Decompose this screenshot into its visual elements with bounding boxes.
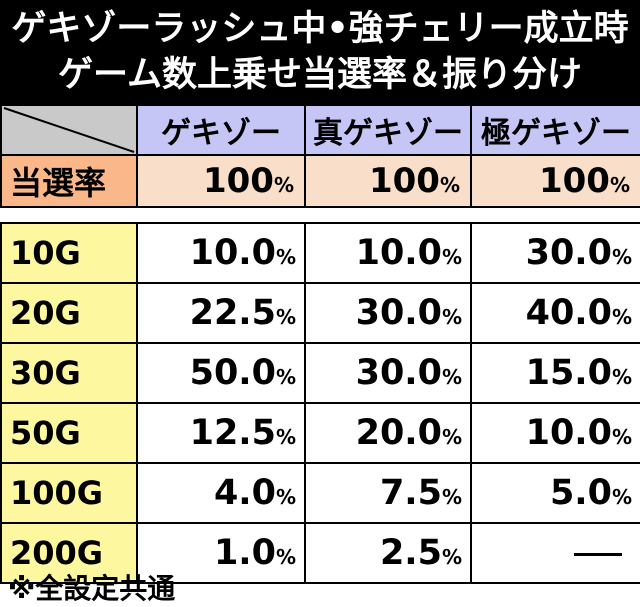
percentage-cell: 30.0% — [470, 222, 640, 284]
percentage-cell: 10.0% — [136, 222, 306, 284]
title-line-2: ゲーム数上乗せ当選率＆振り分け — [58, 55, 582, 95]
table-row: 30G 50.0% 30.0% 15.0% — [0, 342, 640, 404]
win-rate-value: 100% — [304, 154, 472, 208]
percentage-cell: 30.0% — [304, 282, 472, 344]
percentage-cell: 20.0% — [304, 402, 472, 464]
title-banner: ゲキゾーラッシュ中•強チェリー成立時 ゲーム数上乗せ当選率＆振り分け — [0, 0, 640, 104]
percentage-cell: 22.5% — [136, 282, 306, 344]
header-row: ゲキゾー 真ゲキゾー 極ゲキゾー — [0, 104, 640, 156]
row-label: 20G — [0, 282, 138, 344]
table-row: 100G 4.0% 7.5% 5.0% — [0, 462, 640, 524]
game-count-rows: 10G 10.0% 10.0% 30.0% 20G 22.5% 30.0% 40.0% 30G 5… — [0, 222, 640, 584]
table-row: 200G 1.0% 2.5% — [0, 522, 640, 584]
table-row: 10G 10.0% 10.0% 30.0% — [0, 222, 640, 284]
row-label: 100G — [0, 462, 138, 524]
win-rate-row: 当選率 100% 100% 100% — [0, 154, 640, 208]
column-header-gekizo: ゲキゾー — [136, 104, 306, 156]
win-rate-value: 100% — [470, 154, 640, 208]
dash-icon — [574, 552, 622, 556]
row-label: 10G — [0, 222, 138, 284]
row-label: 50G — [0, 402, 138, 464]
row-spacer — [1, 206, 640, 224]
percentage-cell: 40.0% — [470, 282, 640, 344]
percentage-cell: 30.0% — [304, 342, 472, 404]
allocation-table: ゲキゾー 真ゲキゾー 極ゲキゾー 当選率 100% 100% 100% 10G 1… — [0, 104, 640, 584]
table-row: 20G 22.5% 30.0% 40.0% — [0, 282, 640, 344]
percentage-cell: 10.0% — [304, 222, 472, 284]
percentage-cell: 50.0% — [136, 342, 306, 404]
win-rate-value: 100% — [136, 154, 306, 208]
title-line-1: ゲキゾーラッシュ中•強チェリー成立時 — [11, 9, 629, 49]
percentage-cell: 15.0% — [470, 342, 640, 404]
row-label: 200G — [0, 522, 138, 584]
win-rate-label: 当選率 — [0, 154, 138, 208]
column-header-shin-gekizo: 真ゲキゾー — [304, 104, 472, 156]
percentage-cell: 1.0% — [136, 522, 306, 584]
corner-cell — [0, 104, 138, 156]
column-header-kiwami-gekizo: 極ゲキゾー — [470, 104, 640, 156]
row-label: 30G — [0, 342, 138, 404]
percentage-cell: 5.0% — [470, 462, 640, 524]
table-row: 50G 12.5% 20.0% 10.0% — [0, 402, 640, 464]
percentage-cell — [470, 522, 640, 584]
percentage-cell: 2.5% — [304, 522, 472, 584]
corner-diagonal-icon — [3, 107, 135, 153]
percentage-cell: 10.0% — [470, 402, 640, 464]
percentage-cell: 4.0% — [136, 462, 306, 524]
footnote: ※全設定共通 — [8, 572, 176, 605]
percentage-cell: 12.5% — [136, 402, 306, 464]
percentage-cell: 7.5% — [304, 462, 472, 524]
